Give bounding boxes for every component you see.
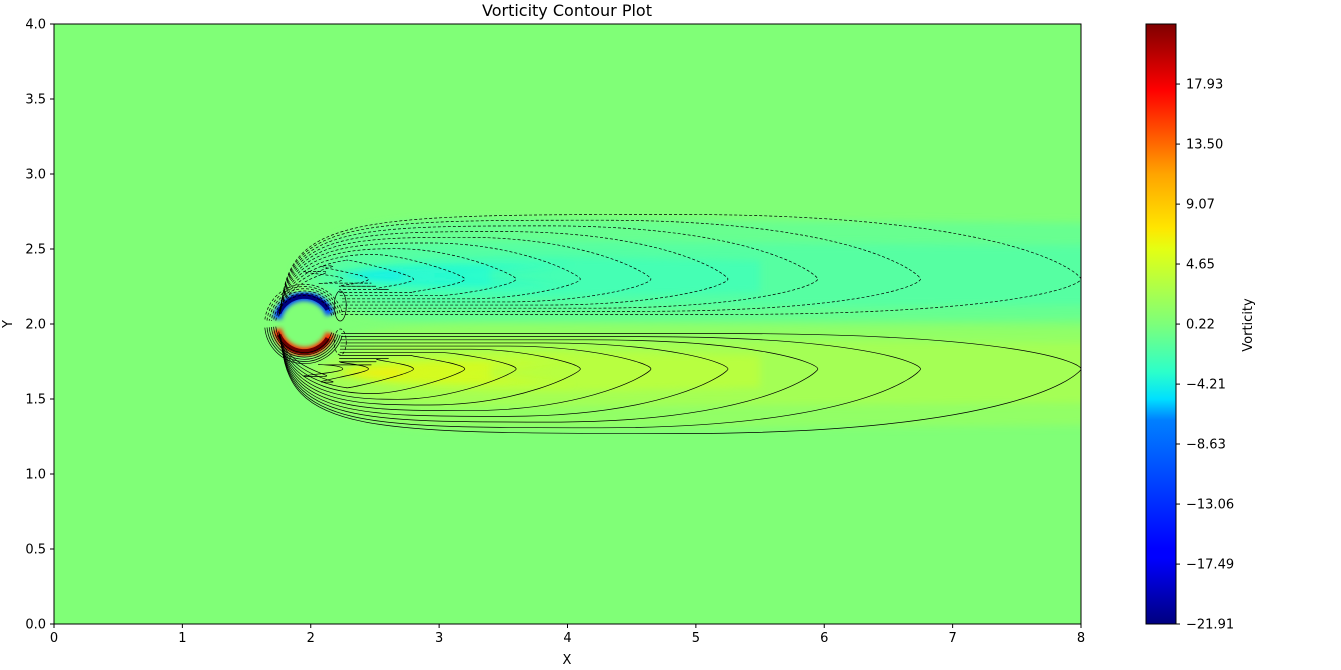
x-tick-label: 4 [563,631,571,646]
negative-contour-line [279,242,581,313]
positive-contour-line [268,327,339,360]
positive-contour-line [278,332,377,383]
positive-contour-line [273,326,335,356]
colorbar-tick-label: 9.07 [1186,198,1215,213]
negative-contour-loop [333,328,347,356]
colorbar [1145,23,1177,625]
plot-background [54,24,1081,624]
negative-contour-line [280,219,921,312]
chart-title: Vorticity Contour Plot [482,1,652,20]
y-tick-label: 0.5 [25,543,46,558]
x-axis: 0 1 2 3 4 5 6 7 8 [50,624,1085,646]
colorbar-tick-label: −21.91 [1186,618,1234,633]
negative-contour-line [278,259,414,316]
y-tick-label: 0.0 [25,618,46,633]
colorbar-tick-label: −17.49 [1186,558,1234,573]
negative-contour-line [278,265,377,316]
x-tick-label: 2 [307,631,315,646]
negative-contour-line [280,231,729,312]
y-axis-label: Y [1,320,16,329]
negative-contour-line [279,236,652,313]
colorbar-label: Vorticity [1241,298,1256,352]
x-tick-label: 5 [692,631,700,646]
negative-vorticity-band [334,268,555,282]
positive-contour-line [278,331,372,377]
negative-contour-line [279,254,466,315]
y-tick-label: 2.0 [25,318,46,333]
positive-contour-line [264,327,343,364]
x-axis-label: X [563,653,572,668]
colorbar-tick-label: 4.65 [1186,258,1215,273]
negative-contour-line [280,225,819,311]
colorbar-tick-label: −8.63 [1186,438,1226,453]
negative-contour-line [273,292,335,322]
positive-contour-line [279,334,517,400]
colorbar-tick-label: −13.06 [1186,498,1234,513]
positive-contour-line [279,333,466,394]
negative-contour-line [271,290,337,322]
y-tick-label: 1.5 [25,393,46,408]
positive-contour-line [266,327,341,362]
negative-contour-line [275,295,333,322]
y-tick-label: 3.5 [25,93,46,108]
positive-contour-line [280,336,729,417]
positive-contour-line [279,335,581,406]
positive-contour-line [275,326,333,353]
lower-boundary-layer-core [276,333,331,355]
negative-contour-line [278,271,372,317]
negative-contour-line [266,286,341,321]
positive-contour-line [280,337,819,423]
negative-contour-line [268,288,339,321]
positive-contour-line [271,326,337,358]
y-tick-label: 4.0 [25,18,46,33]
colorbar-tick-label: 0.22 [1186,318,1215,333]
y-tick-label: 3.0 [25,168,46,183]
colorbar-ticks: −21.91 −17.49 −13.06 −8.63 −4.21 0.22 4.65 9.07… [1176,78,1234,633]
positive-vorticity-band [334,366,555,380]
y-tick-label: 2.5 [25,243,46,258]
colorbar-tick-label: 13.50 [1186,138,1223,153]
y-tick-label: 1.0 [25,468,46,483]
x-tick-label: 7 [948,631,956,646]
y-axis: 0.0 0.5 1.0 1.5 2.0 2.5 3.0 3.5 4.0 [25,18,54,633]
positive-contour-line [279,335,652,412]
negative-contour-line [279,248,517,314]
x-tick-label: 8 [1077,631,1085,646]
plot-area [54,24,1081,624]
x-tick-label: 6 [820,631,828,646]
cylinder [282,302,327,346]
upper-boundary-layer-core [276,293,331,315]
positive-contour-line [280,336,921,429]
positive-contour-loop [333,290,347,322]
x-tick-label: 3 [435,631,443,646]
positive-contour-line [278,332,414,389]
x-tick-label: 0 [50,631,58,646]
x-tick-label: 1 [178,631,186,646]
colorbar-tick-label: −4.21 [1186,378,1226,393]
colorbar-tick-label: 17.93 [1186,78,1223,93]
vorticity-field [272,219,1081,429]
